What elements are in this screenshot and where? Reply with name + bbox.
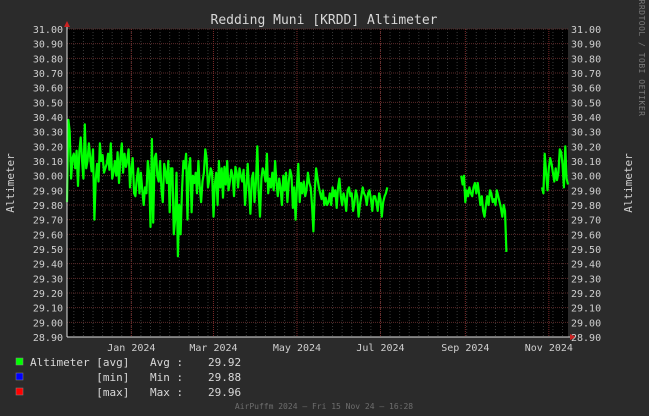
y-tick-label-right: 29.30 [571,274,601,285]
y-tick-label-left: 30.70 [33,69,63,80]
y-tick-label-left: 30.50 [33,98,63,109]
y-tick-label-right: 30.80 [571,54,601,65]
y-tick-label-right: 29.10 [571,304,601,315]
y-tick-label-left: 30.30 [33,128,63,139]
y-tick-label-left: 29.60 [33,230,63,241]
legend-swatch-min [15,372,24,381]
footer-credit: AirPuffm 2024 – Fri 15 Nov 24 – 16:28 [235,402,413,411]
y-tick-label-left: 30.80 [33,54,63,65]
x-tick-label: May 2024 [273,343,321,354]
y-tick-label-left: 30.40 [33,113,63,124]
y-axis-label-right: Altimeter [622,153,635,213]
y-tick-label-left: 31.00 [33,25,63,36]
legend-label-avg: Altimeter [avg] [30,356,129,369]
y-tick-label-left: 28.90 [33,333,63,344]
legend-swatch-max [15,387,24,396]
y-tick-label-right: 30.20 [571,142,601,153]
legend-stat-max: Max : [150,386,183,399]
legend-row-max: [max] Max : 29.96 [15,386,241,399]
y-tick-label-right: 30.00 [571,172,601,183]
y-tick-label-left: 30.20 [33,142,63,153]
legend-value-avg: 29.92 [208,356,241,369]
legend-label-min: [min] [30,371,129,384]
x-tick-label: Jul 2024 [356,343,404,354]
y-axis-label-left: Altimeter [4,153,17,213]
y-tick-label-left: 29.30 [33,274,63,285]
legend-value-min: 29.88 [208,371,241,384]
y-tick-label-left: 29.00 [33,318,63,329]
y-tick-label-right: 30.50 [571,98,601,109]
y-tick-label-right: 30.90 [571,40,601,51]
y-tick-label-left: 29.90 [33,186,63,197]
y-tick-label-right: 31.00 [571,25,601,36]
y-tick-label-left: 30.10 [33,157,63,168]
y-tick-label-right: 29.70 [571,216,601,227]
x-tick-label: Jan 2024 [107,343,155,354]
y-tick-label-left: 29.10 [33,304,63,315]
legend: Altimeter [avg] Avg : 29.92 [min] Min : … [15,356,241,399]
y-tick-label-right: 30.10 [571,157,601,168]
chart-title: Redding Muni [KRDD] Altimeter [211,13,438,28]
y-tick-label-left: 30.00 [33,172,63,183]
y-tick-label-left: 29.50 [33,245,63,256]
x-axis-arrow [570,334,576,340]
y-tick-label-right: 29.80 [571,201,601,212]
series-line-avg [65,118,389,258]
legend-label-max: [max] [30,386,129,399]
legend-stat-avg: Avg : [150,356,183,369]
y-tick-label-left: 29.20 [33,289,63,300]
x-tick-label: Sep 2024 [441,343,489,354]
y-tick-label-right: 30.40 [571,113,601,124]
y-tick-label-right: 28.90 [571,333,601,344]
y-tick-label-left: 30.90 [33,40,63,51]
x-tick-label: Nov 2024 [525,343,573,354]
y-tick-label-right: 29.90 [571,186,601,197]
y-tick-label-left: 29.70 [33,216,63,227]
rrdtool-credit: RRDTOOL / TOBI OETIKER [637,0,646,116]
y-tick-label-right: 29.20 [571,289,601,300]
x-tick-label: Mar 2024 [189,343,237,354]
series-line-avg [540,145,570,195]
y-tick-label-right: 30.60 [571,84,601,95]
y-tick-labels: 28.90 28.90 29.00 29.00 29.10 29.10 29.20 29.20… [33,25,601,344]
y-tick-label-right: 29.60 [571,230,601,241]
legend-row-min: [min] Min : 29.88 [15,371,241,384]
legend-stat-min: Min : [150,371,183,384]
y-tick-label-right: 30.30 [571,128,601,139]
y-tick-label-left: 29.40 [33,260,63,271]
y-tick-label-right: 29.00 [571,318,601,329]
legend-row-avg: Altimeter [avg] Avg : 29.92 [15,356,241,369]
y-tick-label-left: 29.80 [33,201,63,212]
series-layer [65,118,570,258]
x-tick-labels: Jan 2024 Mar 2024 May 2024 Jul 2024 Sep 2024… [107,343,573,354]
series-line-avg [460,174,508,252]
y-tick-label-left: 30.60 [33,84,63,95]
legend-value-max: 29.96 [208,386,241,399]
y-tick-label-right: 30.70 [571,69,601,80]
y-tick-label-right: 29.50 [571,245,601,256]
y-axis-arrow [64,21,70,27]
y-tick-label-right: 29.40 [571,260,601,271]
legend-swatch-avg [15,357,24,366]
